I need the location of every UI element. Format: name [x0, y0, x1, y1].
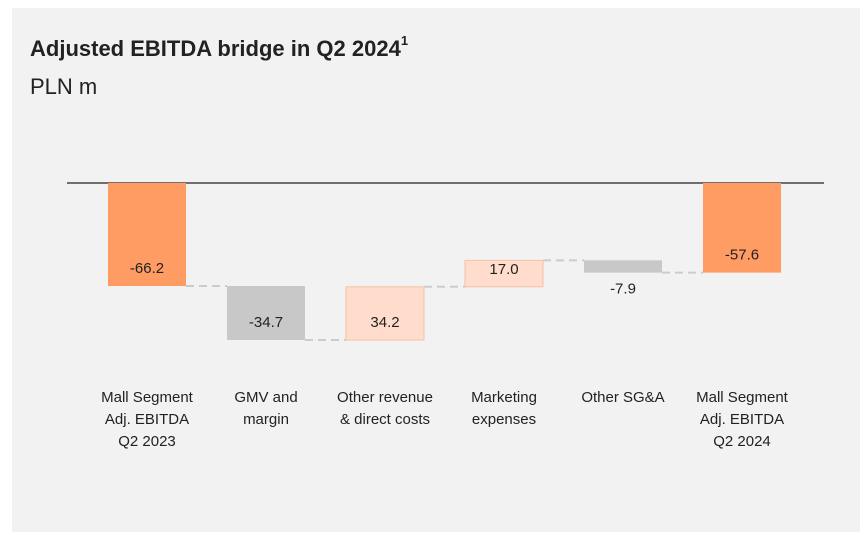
bar [703, 183, 781, 273]
title-superscript: 1 [401, 33, 408, 48]
data-label: 34.2 [370, 314, 399, 331]
x-tick-label: Mall Segment [101, 389, 194, 406]
x-tick-label: Adj. EBITDA [700, 411, 784, 428]
x-tick-label: GMV and [234, 389, 297, 406]
chart-subtitle: PLN m [30, 74, 97, 99]
bar [345, 286, 425, 341]
bar [464, 259, 544, 288]
x-tick-label: Mall Segment [696, 389, 789, 406]
title-text: Adjusted EBITDA bridge in Q2 2024 [30, 36, 402, 61]
x-tick-label: Q2 2023 [118, 433, 176, 450]
x-tick-label: Adj. EBITDA [105, 411, 189, 428]
data-label: -34.7 [249, 314, 283, 331]
x-tick-label: expenses [472, 411, 536, 428]
data-label: 17.0 [489, 261, 518, 278]
x-tick-label: Marketing [471, 389, 537, 406]
data-label: -57.6 [725, 247, 759, 264]
bar [227, 286, 305, 341]
chart-title: Adjusted EBITDA bridge in Q2 20241 [30, 33, 408, 60]
bar [584, 260, 662, 273]
data-label: -66.2 [130, 260, 164, 277]
x-tick-label: Other revenue [337, 389, 433, 406]
x-tick-label: margin [243, 411, 289, 428]
x-tick-label: & direct costs [340, 411, 430, 428]
data-label: -7.9 [610, 281, 636, 298]
bar [108, 183, 186, 287]
x-tick-label: Q2 2024 [713, 433, 771, 450]
x-tick-label: Other SG&A [581, 389, 664, 406]
